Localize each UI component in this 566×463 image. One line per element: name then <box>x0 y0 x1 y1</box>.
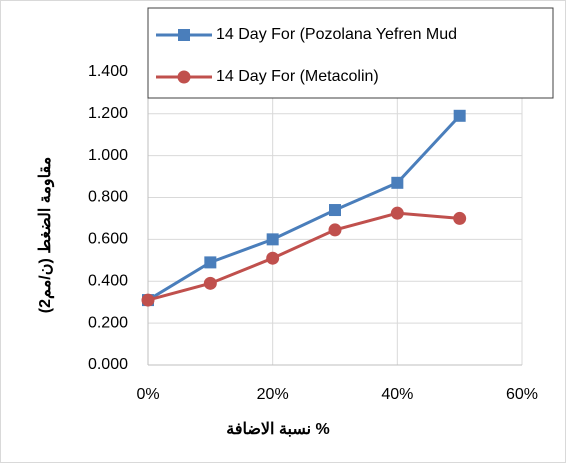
marker <box>390 206 404 220</box>
marker <box>453 109 466 122</box>
y-tick-label: 0.600 <box>88 231 128 248</box>
x-tick-label: 20% <box>257 386 289 403</box>
series-line <box>147 114 461 302</box>
marker <box>204 256 217 269</box>
marker <box>328 223 342 237</box>
y-tick-label: 0.400 <box>88 272 128 289</box>
marker <box>266 233 279 246</box>
legend-box <box>147 7 554 99</box>
y-tick-label: 0.800 <box>88 189 128 206</box>
legend-marker <box>178 29 190 41</box>
y-tick-label: 1.400 <box>88 63 128 80</box>
marker <box>141 293 155 307</box>
y-tick-label: 1.000 <box>88 147 128 164</box>
marker <box>329 204 341 217</box>
x-axis-label: نسبة الاضافة % <box>226 421 330 438</box>
marker <box>203 276 217 290</box>
legend-label: 14 Day For (Metacolin) <box>216 68 379 85</box>
marker <box>266 251 280 265</box>
x-tick-label: 0% <box>136 386 159 403</box>
marker <box>453 211 467 225</box>
marker <box>391 176 404 189</box>
legend-marker <box>177 70 191 84</box>
y-tick-label: 1.200 <box>88 105 128 122</box>
x-tick-label: 60% <box>506 386 538 403</box>
series-line <box>147 211 460 302</box>
legend-label: 14 Day For (Pozolana Yefren Mud <box>216 26 457 43</box>
y-axis-label: مقاومة الضغط (ن/مم2) <box>37 157 55 313</box>
x-tick-label: 40% <box>381 386 413 403</box>
y-tick-label: 0.200 <box>88 314 128 331</box>
y-tick-label: 0.000 <box>88 356 128 373</box>
